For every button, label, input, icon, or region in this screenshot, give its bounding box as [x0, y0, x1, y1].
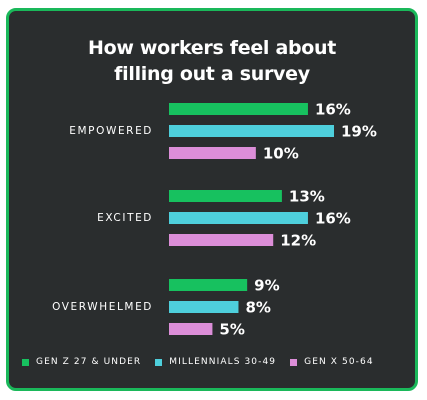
legend-swatch-series-2 — [290, 358, 298, 366]
bar-overwhelmed-series-0 — [169, 279, 248, 291]
bar-overwhelmed-series-2 — [169, 323, 213, 335]
bar-empowered-series-1 — [169, 125, 334, 137]
value-label-empowered-series-2: 10% — [263, 145, 299, 163]
legend-swatch-series-0 — [22, 358, 29, 366]
chart-title-line-1: How workers feel about — [87, 37, 337, 59]
bar-excited-series-2 — [169, 234, 274, 246]
chart-legend: GEN Z 27 & UNDER MILLENNIALS 30-49 GEN X 5… — [22, 357, 388, 367]
category-label-overwhelmed: OVERWHELMED — [52, 301, 153, 313]
bar-empowered-series-2 — [169, 147, 256, 159]
legend-label-series-2: GEN X 50-64 — [304, 357, 374, 367]
bar-empowered-series-0 — [169, 103, 308, 115]
legend-label-series-1: MILLENNIALS 30-49 — [169, 357, 277, 367]
bar-overwhelmed-series-1 — [169, 301, 239, 313]
value-label-excited-series-1: 16% — [315, 210, 351, 228]
chart-title: How workers feel about filling out a sur… — [9, 35, 415, 87]
legend-item-series-1: MILLENNIALS 30-49 — [155, 357, 276, 367]
value-label-empowered-series-0: 16% — [315, 101, 351, 119]
category-label-excited: EXCITED — [97, 212, 153, 224]
legend-item-series-0: GEN Z 27 & UNDER — [22, 357, 141, 367]
chart-title-line-2: filling out a survey — [114, 63, 310, 85]
value-label-overwhelmed-series-0: 9% — [254, 277, 279, 295]
legend-swatch-series-1 — [155, 358, 163, 366]
legend-label-series-0: GEN Z 27 & UNDER — [36, 357, 142, 367]
legend-item-series-2: GEN X 50-64 — [290, 357, 374, 367]
category-label-empowered: EMPOWERED — [69, 125, 153, 137]
value-label-empowered-series-1: 19% — [341, 123, 377, 141]
value-label-overwhelmed-series-2: 5% — [219, 321, 244, 339]
bar-excited-series-1 — [169, 212, 308, 224]
value-label-overwhelmed-series-1: 8% — [245, 299, 270, 317]
bar-excited-series-0 — [169, 190, 282, 202]
value-label-excited-series-0: 13% — [289, 188, 325, 206]
value-label-excited-series-2: 12% — [280, 232, 316, 250]
